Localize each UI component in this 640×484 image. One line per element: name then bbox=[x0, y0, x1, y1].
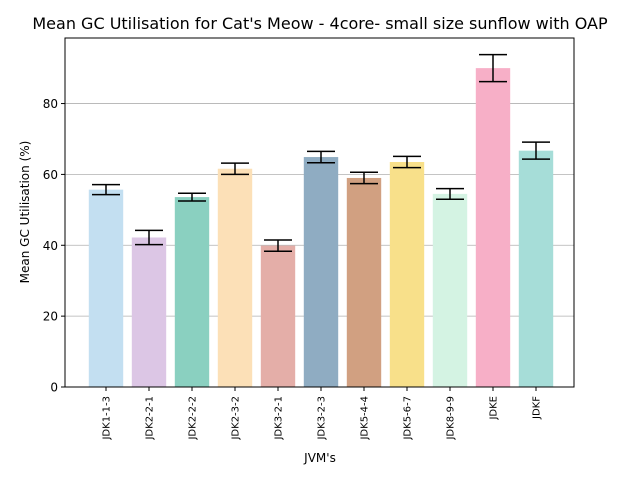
y-tick-label: 0 bbox=[50, 381, 58, 395]
x-tick-label: JDK2-3-2 bbox=[231, 396, 242, 441]
bar bbox=[346, 177, 382, 387]
x-tick-label: JDK5-4-4 bbox=[360, 396, 371, 441]
bar bbox=[217, 168, 253, 387]
y-tick-label: 40 bbox=[43, 239, 58, 253]
x-axis-label: JVM's bbox=[303, 451, 336, 465]
x-tick-label: JDK8-9-9 bbox=[446, 396, 457, 441]
x-tick-label: JDK1-1-3 bbox=[102, 396, 113, 441]
y-tick-label: 60 bbox=[43, 168, 58, 182]
x-tick-label: JDKE bbox=[489, 396, 500, 421]
bar bbox=[475, 68, 511, 387]
y-tick-label: 80 bbox=[43, 97, 58, 111]
bar bbox=[88, 189, 124, 387]
x-tick-label: JDK2-2-1 bbox=[145, 396, 156, 441]
y-axis-label: Mean GC Utilisation (%) bbox=[18, 141, 32, 284]
bar bbox=[518, 150, 554, 387]
x-tick-label: JDK5-6-7 bbox=[403, 396, 414, 441]
x-axis-ticks: JDK1-1-3 JDK2-2-1 JDK2-2-2 JDK2-3-2 JDK3-2-1… bbox=[102, 387, 543, 441]
x-tick-label: JDK2-2-2 bbox=[188, 396, 199, 441]
bar bbox=[432, 193, 468, 387]
bar bbox=[389, 162, 425, 387]
x-tick-label: JDK3-2-1 bbox=[274, 396, 285, 441]
y-tick-label: 20 bbox=[43, 310, 58, 324]
x-tick-label: JDK3-2-3 bbox=[317, 396, 328, 441]
bar bbox=[260, 245, 296, 387]
error-bars bbox=[92, 53, 550, 253]
plot-frame bbox=[64, 37, 575, 388]
bar bbox=[131, 237, 167, 387]
bar bbox=[303, 157, 339, 387]
bars bbox=[88, 68, 554, 387]
y-axis-ticks: 0 20 40 60 80 bbox=[43, 97, 65, 395]
x-tick-label: JDKF bbox=[532, 396, 543, 420]
bar bbox=[174, 197, 210, 387]
chart-title: Mean GC Utilisation for Cat's Meow - 4co… bbox=[32, 14, 608, 33]
